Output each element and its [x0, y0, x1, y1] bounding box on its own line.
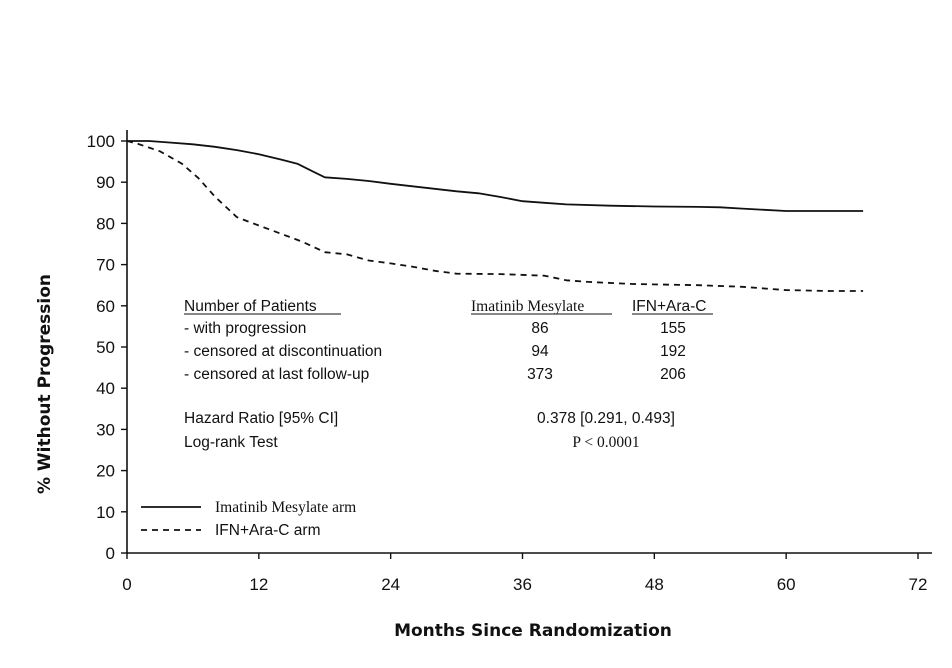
table-row-ifn-value: 192 — [660, 343, 686, 360]
table-header-label: Number of Patients — [184, 298, 317, 315]
table-row-ifn-value: 206 — [660, 366, 686, 383]
table-row-label: - with progression — [184, 320, 306, 337]
logrank-value: P < 0.0001 — [572, 434, 639, 451]
table-row-label: - censored at last follow-up — [184, 366, 369, 383]
legend-label: IFN+Ara-C arm — [215, 522, 321, 539]
y-tick-label: 50 — [96, 338, 115, 357]
table-header-imatinib: Imatinib Mesylate — [471, 298, 584, 315]
x-axis-title: Months Since Randomization — [394, 621, 672, 641]
x-tick-label: 60 — [777, 575, 796, 594]
y-tick-label: 40 — [96, 379, 115, 398]
x-tick-label: 0 — [122, 575, 131, 594]
axes: 0 10 20 30 40 50 60 70 80 90 100 0 12 24 36 48 60 72 Month… — [35, 130, 932, 641]
y-tick-label: 30 — [96, 420, 115, 439]
y-tick-label: 100 — [87, 132, 115, 151]
x-tick-label: 24 — [381, 575, 400, 594]
table-row-label: - censored at discontinuation — [184, 343, 382, 360]
table-header-ifn: IFN+Ara-C — [632, 298, 707, 315]
table-row-imatinib-value: 94 — [531, 343, 549, 360]
x-tick-label: 36 — [513, 575, 532, 594]
y-tick-label: 90 — [96, 173, 115, 192]
imatinib-curve — [127, 140, 864, 212]
y-tick-label: 20 — [96, 462, 115, 481]
series-layer — [126, 140, 864, 292]
y-tick-label: 0 — [106, 544, 115, 563]
hazard-ratio-label: Hazard Ratio [95% CI] — [184, 410, 338, 427]
x-tick-label: 72 — [909, 575, 928, 594]
y-tick-label: 80 — [96, 214, 115, 233]
table-row-ifn-value: 155 — [660, 320, 686, 337]
y-tick-label: 70 — [96, 256, 115, 275]
x-tick-label: 12 — [249, 575, 268, 594]
patient-table: Number of Patients Imatinib Mesylate IFN… — [184, 298, 713, 451]
legend: Imatinib Mesylate arm IFN+Ara-C arm — [141, 499, 356, 539]
logrank-label: Log-rank Test — [184, 434, 278, 451]
table-row-imatinib-value: 86 — [531, 320, 548, 337]
y-tick-label: 10 — [96, 503, 115, 522]
ifn-ara-c-curve — [126, 140, 864, 292]
y-tick-label: 60 — [96, 297, 115, 316]
y-axis-title: % Without Progression — [35, 274, 55, 494]
legend-label: Imatinib Mesylate arm — [215, 499, 356, 516]
x-tick-label: 48 — [645, 575, 664, 594]
table-row-imatinib-value: 373 — [527, 366, 553, 383]
hazard-ratio-value: 0.378 [0.291, 0.493] — [537, 410, 675, 427]
